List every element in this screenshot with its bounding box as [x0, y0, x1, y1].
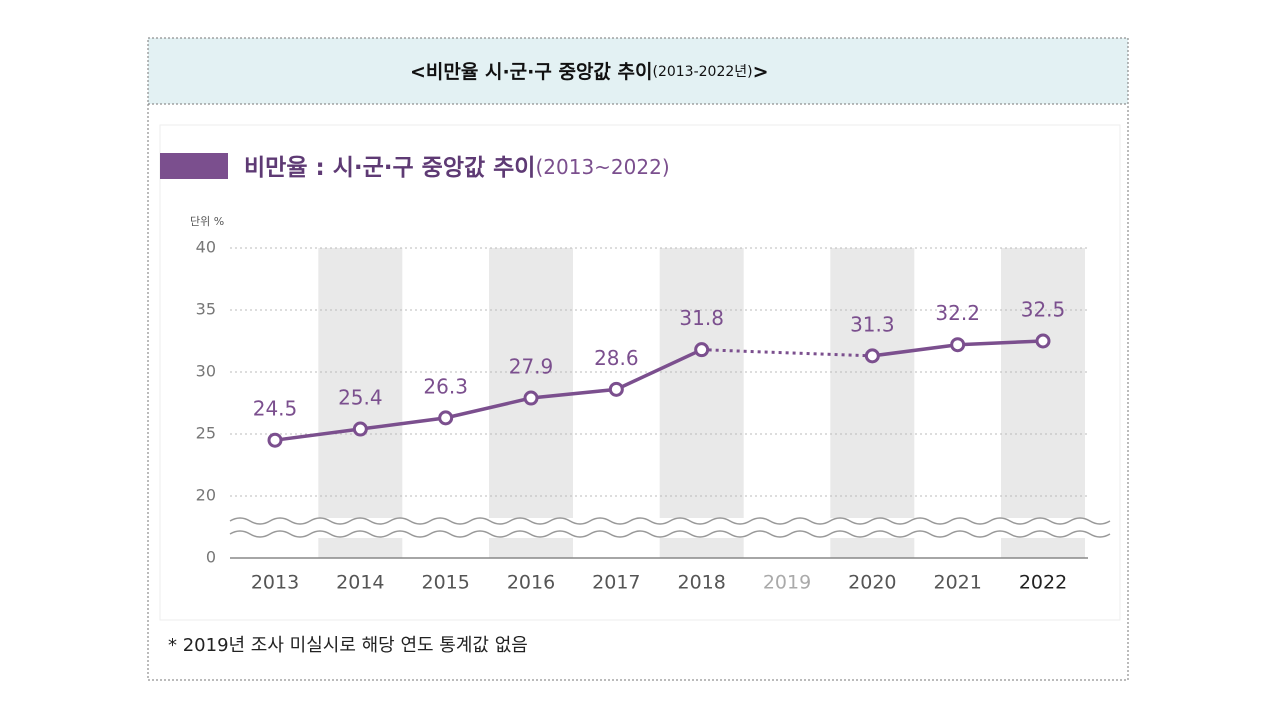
axis-break-gap [230, 518, 1088, 538]
bands [318, 248, 1085, 558]
data-point [438, 410, 454, 426]
data-label: 24.5 [253, 397, 298, 421]
y-tick-label: 0 [206, 548, 216, 567]
data-point [1035, 333, 1051, 349]
title-bar [160, 153, 228, 179]
data-label: 32.5 [1021, 298, 1066, 322]
data-point [950, 337, 966, 353]
header-title: <비만율 시·군·구 중앙값 추이(2013-2022년)> [410, 61, 769, 83]
x-tick-label: 2013 [251, 572, 299, 594]
header-close: > [753, 61, 769, 83]
data-point [608, 381, 624, 397]
data-label: 28.6 [594, 346, 639, 370]
y-tick-label: 25 [196, 424, 216, 443]
chart-subtitle: (2013~2022) [535, 155, 669, 179]
data-point [352, 421, 368, 437]
x-tick-label: 2014 [336, 572, 384, 594]
y-tick-label: 30 [196, 362, 216, 381]
y-tick-label: 20 [196, 486, 216, 505]
data-point [864, 348, 880, 364]
axis-break [229, 530, 1111, 538]
header-period: (2013-2022년) [652, 64, 752, 80]
chart-title: 비만율 : 시·군·구 중앙값 추이(2013~2022) [244, 155, 670, 181]
data-point [523, 390, 539, 406]
footnote: * 2019년 조사 미실시로 해당 연도 통계값 없음 [168, 635, 528, 656]
x-tick-label: 2021 [933, 572, 981, 594]
x-tick-label: 2015 [421, 572, 469, 594]
header-box [147, 37, 1129, 105]
column-band [830, 248, 915, 558]
data-label: 26.3 [423, 374, 468, 398]
x-tick-label: 2017 [592, 572, 640, 594]
x-tick-label: 2019 [763, 572, 811, 594]
y-tick-label: 35 [196, 300, 216, 319]
data-label: 31.3 [850, 312, 895, 336]
series-line [274, 348, 703, 442]
axis-break [229, 517, 1111, 525]
x-tick-label: 2016 [507, 572, 555, 594]
y-tick-label: 40 [196, 238, 216, 257]
data-label: 27.9 [509, 355, 554, 379]
column-band [318, 248, 403, 558]
chart-title-main: 비만율 : 시·군·구 중앙값 추이 [244, 155, 535, 181]
data-point [694, 342, 710, 358]
header-main: <비만율 시·군·구 중앙값 추이 [410, 61, 652, 83]
x-tick-label: 2020 [848, 572, 896, 594]
unit-label: 단위 % [190, 215, 224, 228]
plot: 0 20 25 30 35 40 2013 2014 2015 2016 2017 2018 2019 2… [196, 238, 1111, 594]
data-label: 32.2 [935, 301, 980, 325]
gap-bridge [701, 348, 873, 358]
data-label: 25.4 [338, 386, 383, 410]
x-tick-label: 2018 [677, 572, 725, 594]
column-band [659, 248, 744, 558]
data-point [267, 432, 283, 448]
x-tick-label: 2022 [1019, 572, 1067, 594]
column-band [1001, 248, 1085, 558]
data-label: 31.8 [679, 306, 724, 330]
